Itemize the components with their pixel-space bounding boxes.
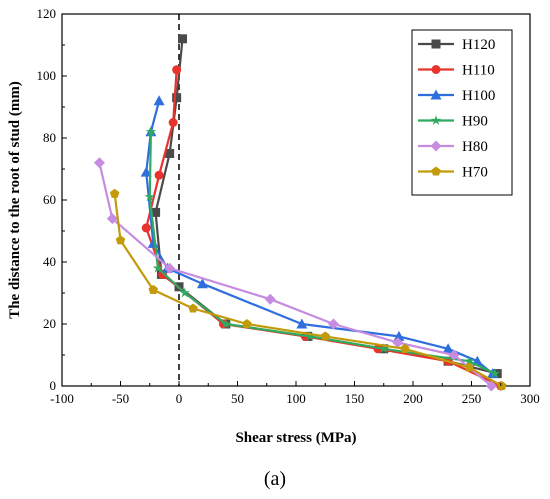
legend-marker xyxy=(430,89,442,100)
figure-caption: (a) xyxy=(264,468,286,490)
data-point xyxy=(152,262,164,273)
data-point xyxy=(400,343,410,353)
data-point xyxy=(220,318,232,329)
y-tick-label: 60 xyxy=(43,192,56,207)
legend-item-h90: H90 xyxy=(418,114,488,130)
data-point xyxy=(145,126,157,137)
data-point xyxy=(144,191,155,202)
legend-item-h70: H70 xyxy=(418,165,488,181)
legend-label: H110 xyxy=(462,63,495,79)
data-point xyxy=(165,149,175,158)
x-tick-label: 50 xyxy=(231,391,244,406)
y-axis: 0 20 40 60 80 100 120 xyxy=(37,6,67,393)
data-point xyxy=(140,166,152,177)
plot-area xyxy=(61,13,531,392)
legend-marker xyxy=(431,166,441,176)
data-point xyxy=(172,93,182,103)
legend-marker xyxy=(431,65,441,74)
data-point xyxy=(320,331,331,341)
legend-item-h100: H100 xyxy=(418,88,495,104)
legend-label: H90 xyxy=(462,114,488,130)
legend-label: H70 xyxy=(462,165,488,181)
series-h80 xyxy=(93,157,497,392)
data-point xyxy=(378,343,389,354)
data-point xyxy=(296,318,308,329)
data-point xyxy=(489,368,501,379)
y-tick-label: 0 xyxy=(50,378,57,393)
data-point xyxy=(242,319,252,329)
data-point xyxy=(264,293,276,305)
y-tick-label: 80 xyxy=(43,130,56,145)
data-point xyxy=(172,65,182,75)
data-point xyxy=(448,349,460,361)
y-axis-title: The distance to the root of stud (mm) xyxy=(7,81,23,319)
data-point xyxy=(179,287,191,298)
data-point xyxy=(392,337,404,349)
y-tick-label: 20 xyxy=(43,316,56,331)
x-tick-label: 0 xyxy=(176,391,183,406)
y-tick-label: 100 xyxy=(37,68,57,83)
data-point xyxy=(196,278,208,289)
legend-label: H120 xyxy=(462,37,495,53)
data-point xyxy=(141,223,151,233)
data-point xyxy=(485,380,497,392)
series-layer xyxy=(93,34,507,392)
series-h90 xyxy=(144,126,501,379)
data-point xyxy=(327,318,339,330)
data-point xyxy=(464,362,474,372)
data-point xyxy=(497,381,507,391)
data-point xyxy=(115,235,126,245)
legend-marker xyxy=(430,115,442,125)
x-axis: -100 -50 0 50 100 150 200 250 300 xyxy=(50,381,540,406)
data-point xyxy=(304,330,316,341)
data-point xyxy=(148,284,159,294)
x-tick-label: 300 xyxy=(520,391,540,406)
x-tick-label: 100 xyxy=(286,391,306,406)
legend-label: H100 xyxy=(462,88,495,104)
x-tick-label: 200 xyxy=(403,391,423,406)
x-tick-label: 250 xyxy=(462,391,482,406)
data-point xyxy=(463,355,475,366)
data-point xyxy=(151,207,161,217)
data-point xyxy=(154,170,164,180)
legend: H120 H110 H100 H90 H80 H70 xyxy=(411,29,513,196)
x-tick-label: -50 xyxy=(112,391,129,406)
data-point xyxy=(168,118,178,127)
data-point xyxy=(178,34,188,44)
legend-item-h80: H80 xyxy=(418,139,488,155)
data-point xyxy=(153,95,165,106)
legend-marker xyxy=(431,39,441,49)
legend-item-h120: H120 xyxy=(418,37,495,53)
y-tick-label: 120 xyxy=(37,6,57,21)
legend-box xyxy=(411,29,513,196)
data-point xyxy=(93,157,105,169)
legend-label: H80 xyxy=(462,139,488,155)
x-tick-label: 150 xyxy=(345,391,365,406)
data-point xyxy=(106,213,118,225)
x-axis-title: Shear stress (MPa) xyxy=(235,430,356,446)
legend-item-h110: H110 xyxy=(418,63,495,79)
data-point xyxy=(164,262,176,274)
data-point xyxy=(109,188,120,198)
y-tick-label: 40 xyxy=(43,254,56,269)
legend-marker xyxy=(430,140,442,152)
series-h70 xyxy=(109,188,507,391)
data-point xyxy=(442,343,454,354)
data-point xyxy=(393,330,405,341)
x-tick-label: -100 xyxy=(50,391,74,406)
data-point xyxy=(188,303,198,313)
series-line xyxy=(98,162,493,387)
